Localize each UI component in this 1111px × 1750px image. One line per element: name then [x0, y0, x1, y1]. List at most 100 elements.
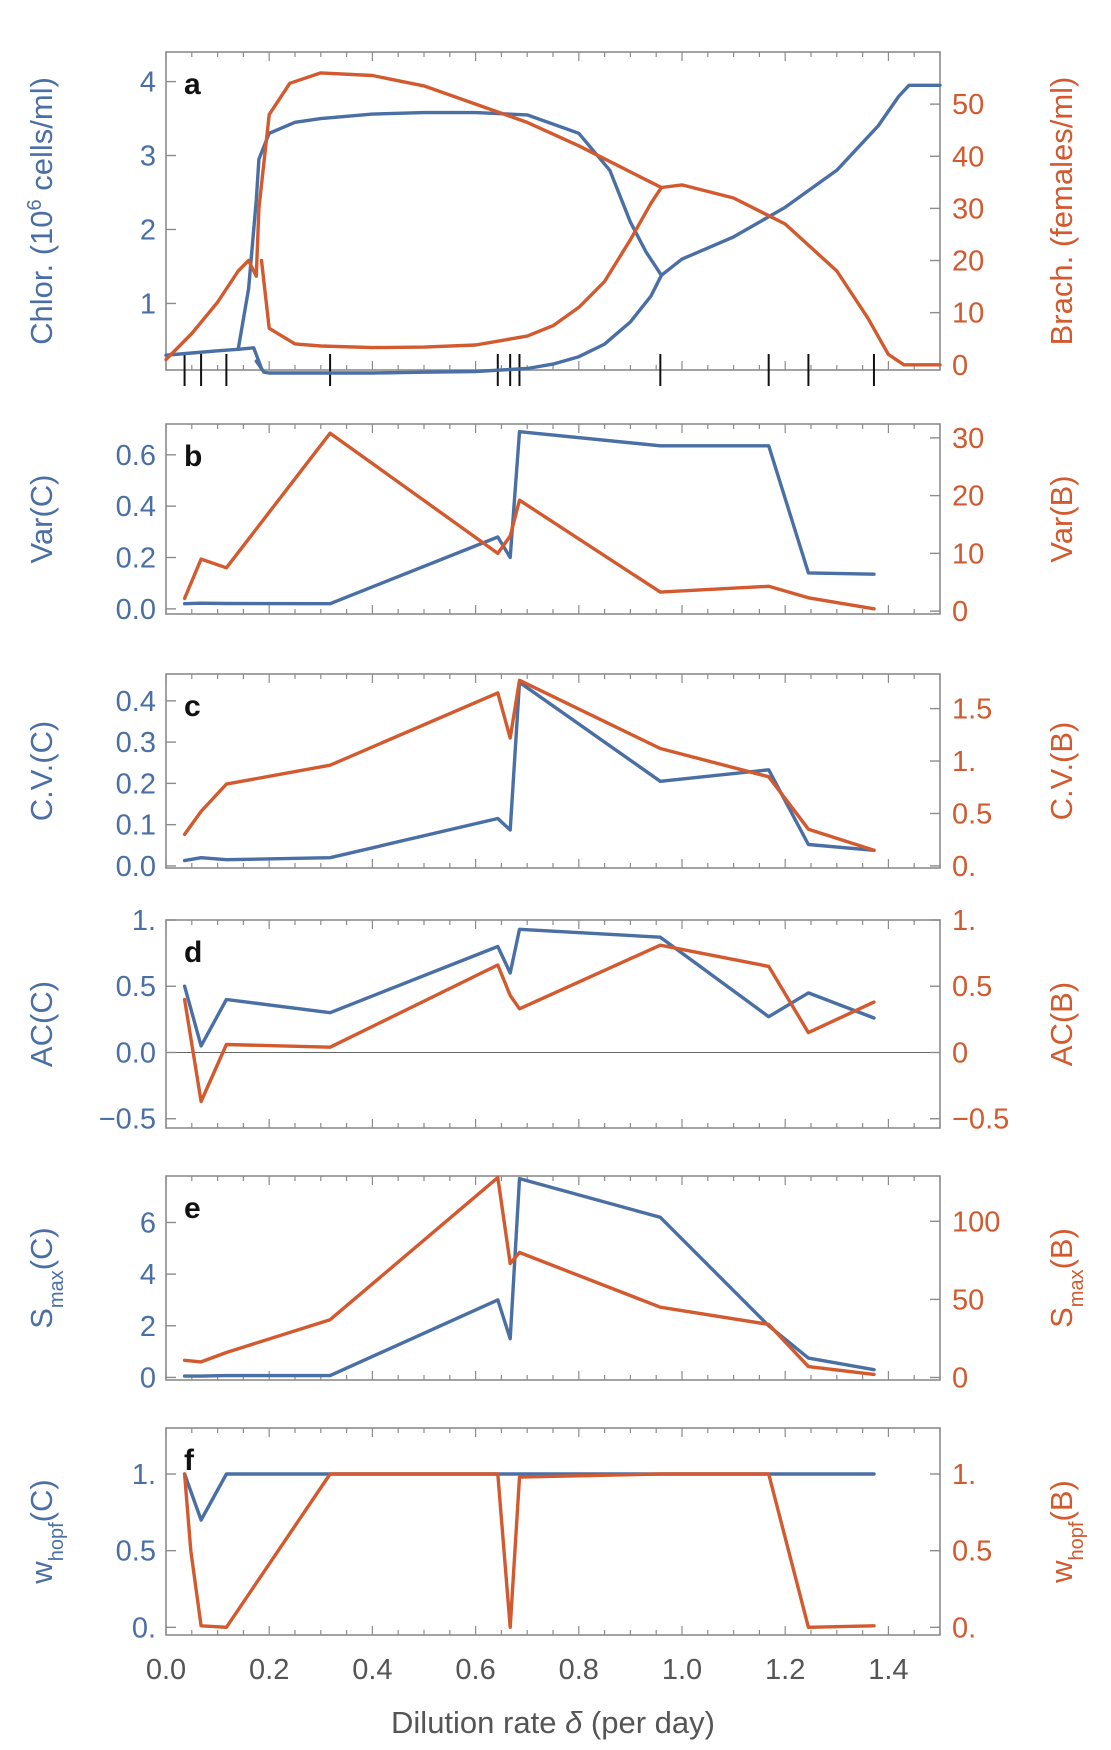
left-tick-label: 6	[140, 1207, 156, 1239]
right-axis-label: AC(B)	[1044, 982, 1079, 1066]
panel-letter: e	[184, 1192, 201, 1225]
plot-frame	[165, 673, 941, 869]
x-axis-label-part: Dilution rate	[391, 1705, 565, 1740]
right-tick-label: 1.5	[952, 694, 992, 726]
series-line-left	[164, 346, 264, 371]
left-axis-label-part: (C)	[24, 1479, 59, 1522]
left-tick-label: 1	[140, 288, 156, 320]
panel-c: 0.0 0.1 0.2 0.3 0.4 0. 0.5 1. 1.5 c C.V.(C) C.V.(B)	[24, 673, 1079, 883]
series-line-B	[182, 431, 876, 611]
left-axis-label-part: S	[24, 1308, 59, 1329]
left-tick-label: 0.1	[116, 810, 156, 842]
left-axis-label: Smax(C)	[24, 1227, 68, 1329]
right-axis-label-part: Brach. (females/ml)	[1044, 77, 1079, 346]
right-axis-label: whopf(B)	[1044, 1480, 1088, 1584]
left-axis-label-part: w	[24, 1561, 59, 1585]
right-tick-label: 20	[952, 481, 984, 513]
plot-frame	[165, 1427, 941, 1636]
right-tick-label: 1.	[952, 746, 976, 778]
left-axis-label-part: hopf	[46, 1522, 68, 1561]
left-tick-label: 1.	[132, 1459, 156, 1491]
right-tick-label: 0.5	[952, 1536, 992, 1568]
series-line-B	[182, 943, 876, 1104]
right-axis-label-part: hopf	[1066, 1521, 1088, 1560]
right-axis-label: C.V.(B)	[1044, 722, 1079, 821]
panel-letter: b	[184, 440, 202, 473]
right-tick-label: 0	[952, 596, 968, 628]
series-line-left	[659, 83, 942, 277]
left-tick-label: 0.0	[116, 851, 156, 883]
right-tick-label: 100	[952, 1206, 1000, 1238]
series-line-right	[259, 185, 664, 350]
right-tick-label: 0.5	[952, 798, 992, 830]
right-axis-label-part: S	[1044, 1307, 1079, 1328]
x-tick-label: 1.4	[868, 1654, 908, 1686]
right-tick-label: 10	[952, 298, 984, 330]
left-tick-label: 0	[140, 1362, 156, 1394]
right-tick-label: 1.	[952, 1459, 976, 1491]
left-axis-label-part: AC(C)	[24, 981, 59, 1067]
plot-frame	[165, 1175, 941, 1381]
right-axis-label-part: (B)	[1044, 1228, 1079, 1269]
right-tick-label: −0.5	[952, 1104, 1009, 1136]
right-tick-label: 10	[952, 538, 984, 570]
right-axis-label: Brach. (females/ml)	[1044, 77, 1079, 346]
left-axis-label: Chlor. (106 cells/ml)	[24, 77, 59, 345]
left-axis-label-part: max	[46, 1270, 68, 1308]
left-tick-label: 0.3	[116, 727, 156, 759]
plot-frame	[165, 51, 941, 371]
x-axis-label-part: (per day)	[582, 1705, 715, 1740]
left-tick-label: 4	[140, 67, 156, 99]
left-axis-label-part: (C)	[24, 1227, 59, 1270]
series-line-right	[164, 71, 664, 362]
panel-letter: d	[184, 936, 202, 969]
series-line-B	[182, 1175, 876, 1377]
left-axis-label: AC(C)	[24, 981, 59, 1067]
series-line-C	[182, 927, 876, 1048]
plot-frame	[165, 423, 941, 615]
right-tick-label: 0.	[952, 1612, 976, 1644]
left-axis-label: C.V.(C)	[24, 721, 59, 821]
left-axis-label: Var(C)	[24, 475, 59, 564]
left-tick-label: 0.2	[116, 543, 156, 575]
left-tick-label: 0.4	[116, 491, 156, 523]
left-tick-label: 0.6	[116, 440, 156, 472]
right-axis-label-part: w	[1044, 1560, 1079, 1584]
right-tick-label: 50	[952, 1284, 984, 1316]
left-tick-label: 0.0	[116, 594, 156, 626]
right-tick-label: 0	[952, 1363, 968, 1395]
series-line-left	[254, 273, 664, 375]
left-tick-label: 0.	[132, 1612, 156, 1644]
x-tick-label: 1.0	[662, 1654, 702, 1686]
right-axis-label-part: (B)	[1044, 1480, 1079, 1521]
left-tick-label: 1.	[132, 905, 156, 937]
right-tick-label: 40	[952, 141, 984, 173]
left-tick-label: 2	[140, 1311, 156, 1343]
panel-letter: a	[184, 68, 201, 101]
left-tick-label: 0.0	[116, 1037, 156, 1069]
x-tick-label: 0.0	[146, 1654, 186, 1686]
series-line-C	[182, 430, 876, 606]
right-axis-label-part: max	[1066, 1269, 1088, 1307]
left-axis-label-part: Var(C)	[24, 475, 59, 564]
series-line-right	[659, 183, 942, 367]
left-tick-label: 0.5	[116, 1536, 156, 1568]
left-axis-label-part: Chlor. (10	[24, 211, 59, 345]
panel-letter: f	[184, 1444, 195, 1477]
panel-b: 0.0 0.2 0.4 0.6 0 10 20 30 b Var(C) Var(B)	[24, 423, 1079, 628]
right-axis-label: Var(B)	[1044, 475, 1079, 562]
series-line-C	[182, 1472, 876, 1522]
right-tick-label: 30	[952, 193, 984, 225]
left-tick-label: −0.5	[99, 1104, 156, 1136]
left-tick-label: 0.5	[116, 971, 156, 1003]
left-tick-label: 3	[140, 141, 156, 173]
series-line-B	[182, 678, 876, 852]
left-tick-label: 2	[140, 214, 156, 246]
right-axis-label-part: Var(B)	[1044, 475, 1079, 562]
right-axis-label-part: AC(B)	[1044, 982, 1079, 1066]
left-axis-label: whopf(C)	[24, 1479, 68, 1584]
x-tick-label: 0.6	[455, 1654, 495, 1686]
